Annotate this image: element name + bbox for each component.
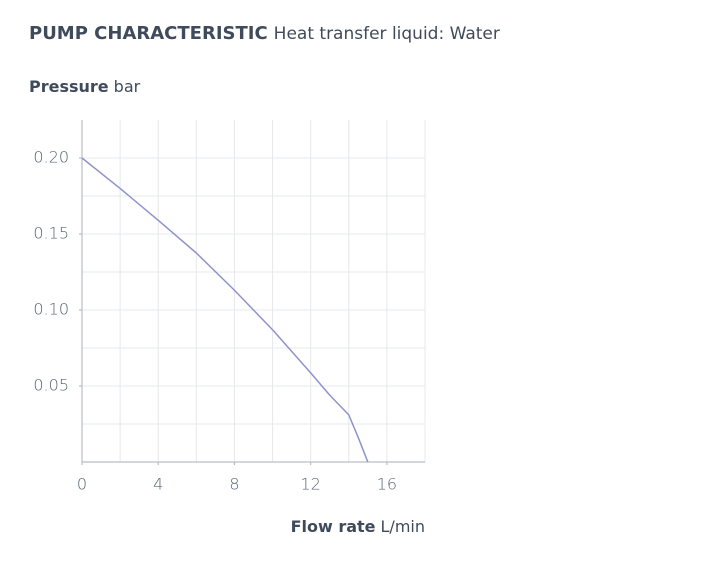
x-tick-label: 16: [377, 475, 397, 494]
y-tick-label: 0.15: [33, 224, 69, 243]
chart-subtitle: Heat transfer liquid: Water: [274, 24, 500, 44]
title-line: PUMP CHARACTERISTIC Heat transfer liquid:…: [29, 23, 500, 44]
y-unit: bar: [114, 77, 141, 96]
y-label: Pressure: [29, 77, 109, 96]
y-tick-label: 0.20: [33, 148, 69, 167]
y-tick-label: 0.05: [33, 376, 69, 395]
chart-title: PUMP CHARACTERISTIC: [29, 23, 268, 44]
line: [81, 157, 369, 463]
x-tick-label: 4: [153, 475, 163, 494]
x-tick-label: 8: [229, 475, 239, 494]
y-tick-label: 0.10: [33, 300, 69, 319]
x-label: Flow rate: [291, 517, 376, 536]
x-tick-label: 12: [300, 475, 320, 494]
x-axis-title: Flow rate L/min: [291, 517, 425, 536]
x-unit: L/min: [381, 517, 425, 536]
x-tick-label: 0: [77, 475, 87, 494]
y-axis-title: Pressure bar: [29, 77, 141, 96]
